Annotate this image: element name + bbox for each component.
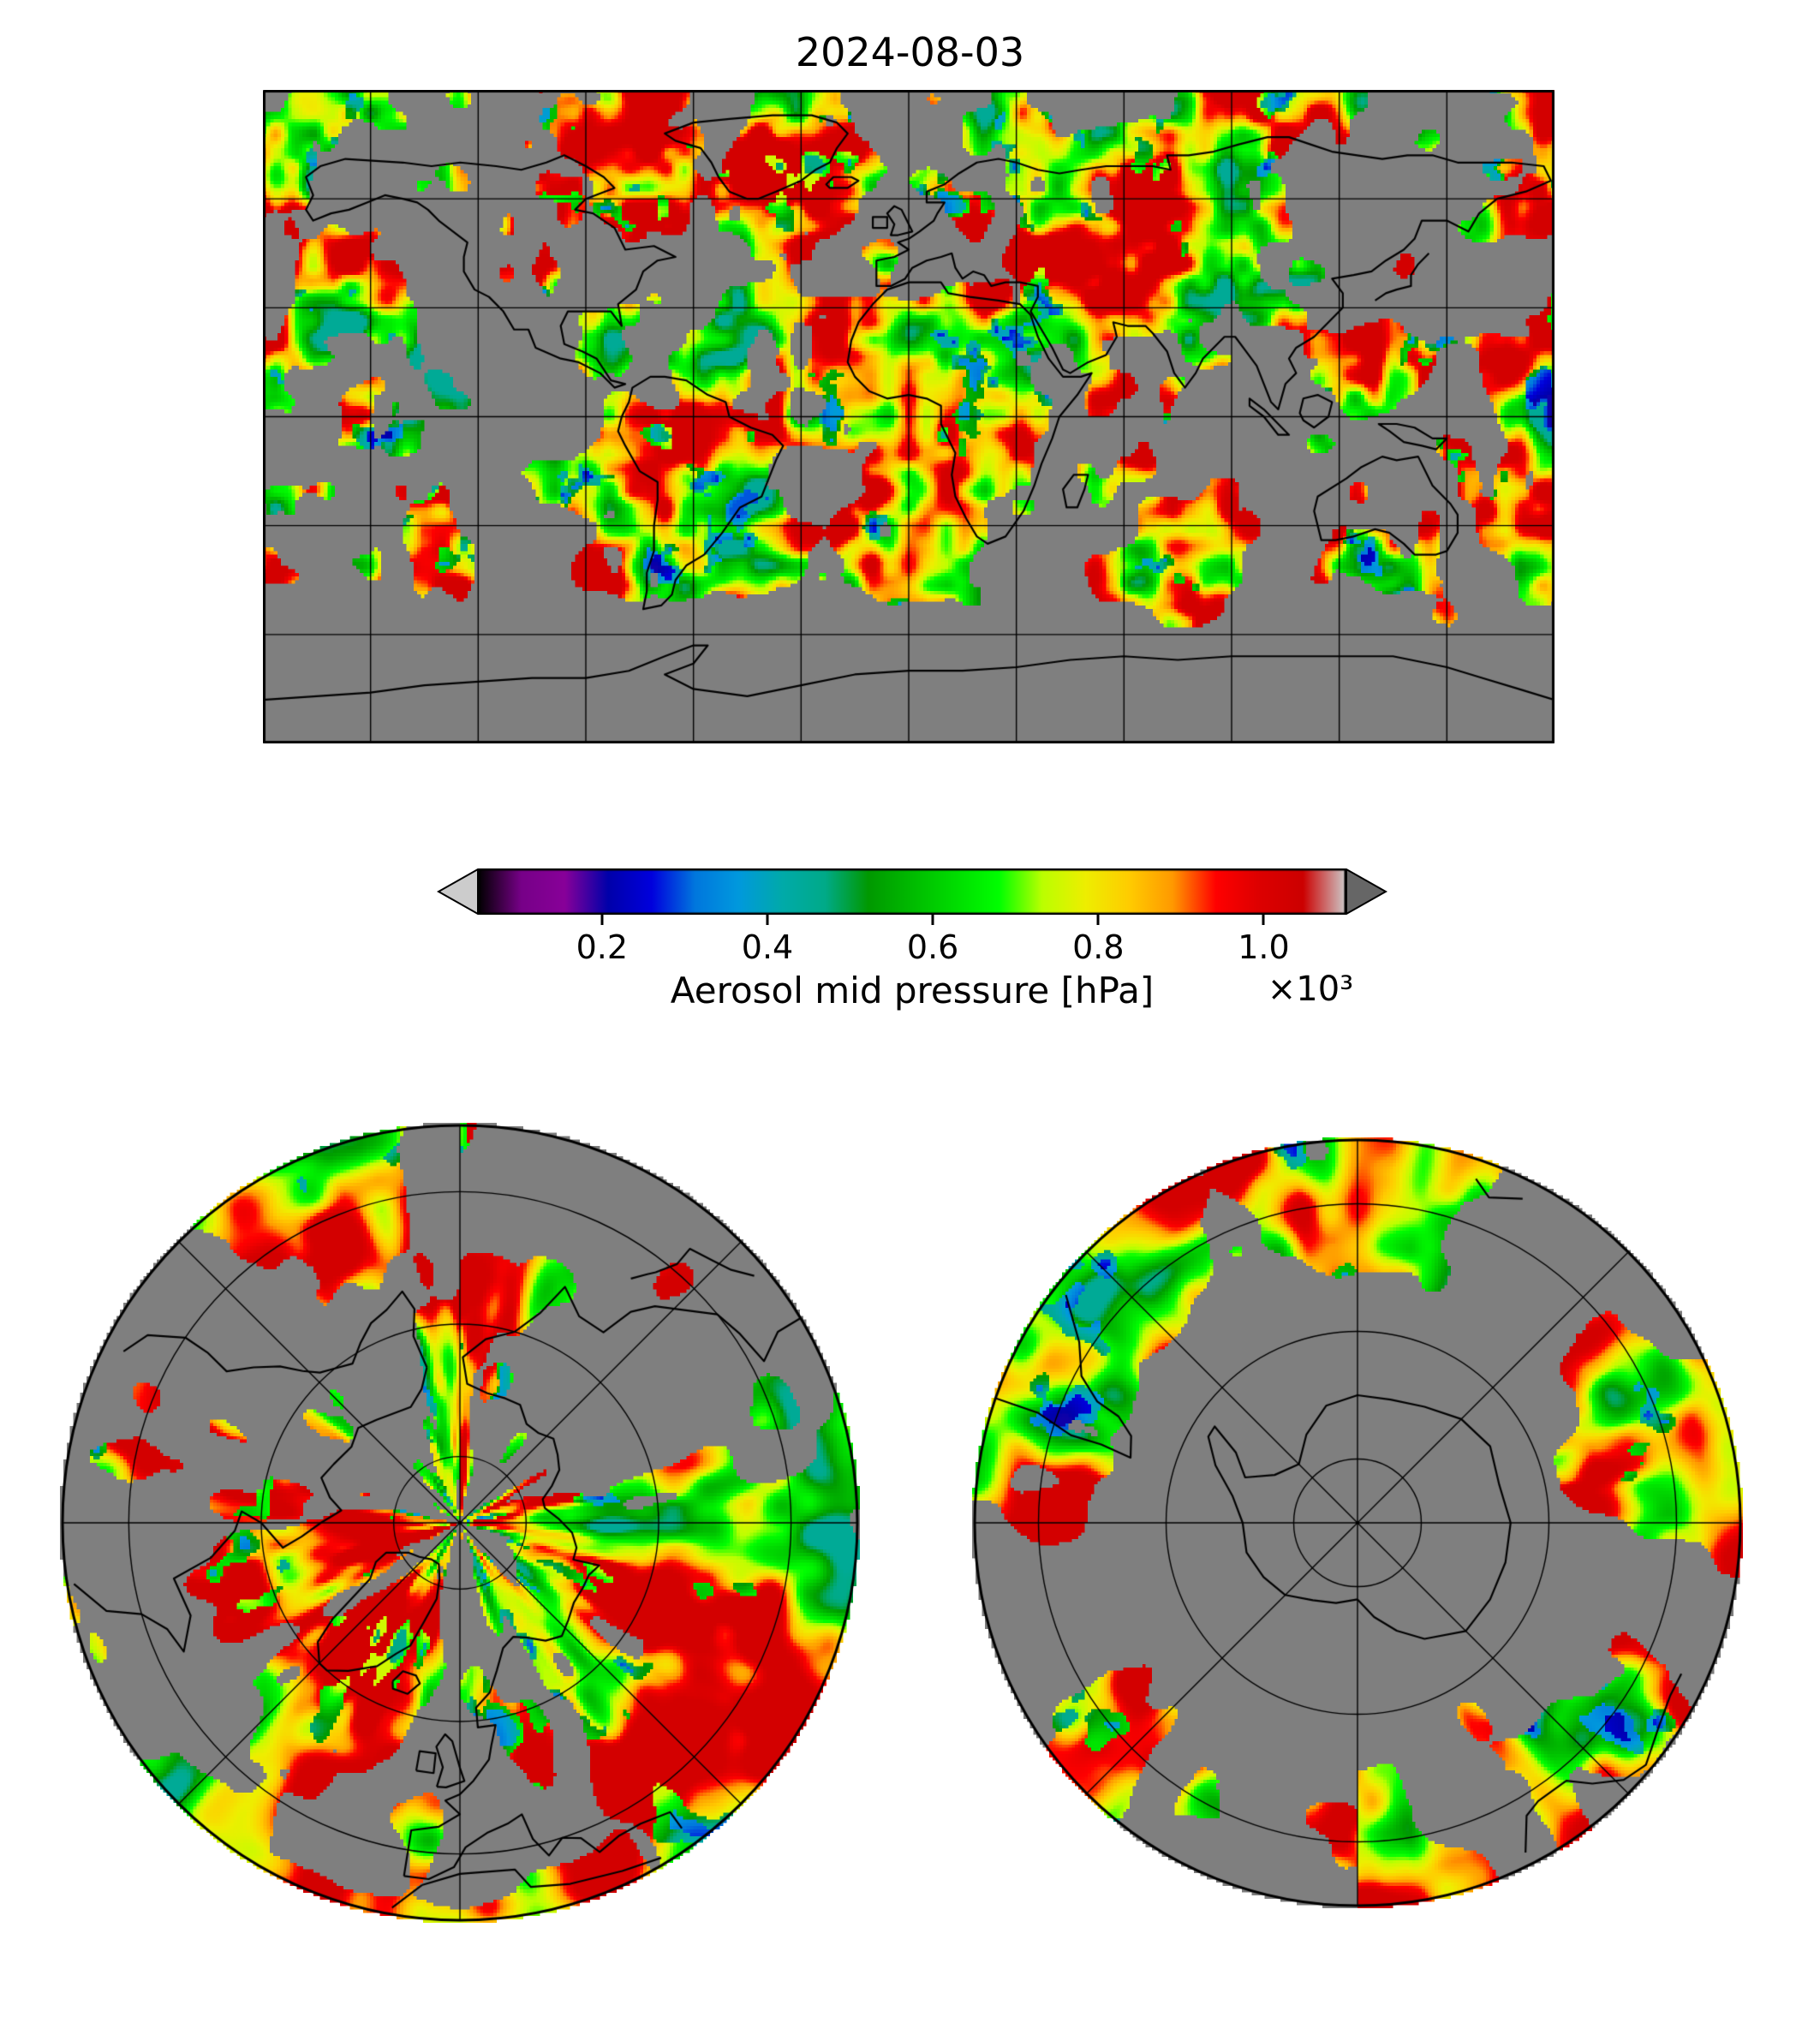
colorbar-offset-text: ×10³ <box>1267 970 1354 1009</box>
colorbar-tick-label: 0.4 <box>741 928 794 966</box>
colorbar-tick-mark <box>1262 915 1265 925</box>
colorbar-over-arrow <box>1346 868 1387 915</box>
colorbar-label: Aerosol mid pressure [hPa] <box>670 970 1155 1012</box>
colorbar-tick-label: 0.8 <box>1072 928 1125 966</box>
colorbar-tick-label: 1.0 <box>1238 928 1290 966</box>
colorbar-over-arrow-shape <box>1346 868 1387 915</box>
colorbar-ticks: 0.2 0.4 0.6 0.8 1.0 <box>478 915 1346 983</box>
colorbar-tick-mark <box>766 915 769 925</box>
colorbar-tick-mark <box>931 915 934 925</box>
colorbar-tick-mark <box>1096 915 1100 925</box>
colorbar <box>437 868 1387 915</box>
colorbar-tick-label: 0.6 <box>906 928 959 966</box>
world-map-panel <box>263 90 1554 743</box>
colorbar-under-arrow-shape <box>437 868 478 915</box>
south-polar-panel <box>972 1137 1743 1908</box>
colorbar-tick-label: 0.2 <box>576 928 629 966</box>
north-polar-panel <box>60 1123 860 1923</box>
south-polar-overlay <box>972 1137 1743 1908</box>
world-map-overlay <box>263 90 1554 743</box>
figure-title: 2024-08-03 <box>795 29 1025 75</box>
colorbar-tick-mark <box>600 915 604 925</box>
colorbar-under-arrow <box>437 868 478 915</box>
colorbar-gradient <box>478 868 1346 915</box>
north-polar-overlay <box>60 1123 860 1923</box>
